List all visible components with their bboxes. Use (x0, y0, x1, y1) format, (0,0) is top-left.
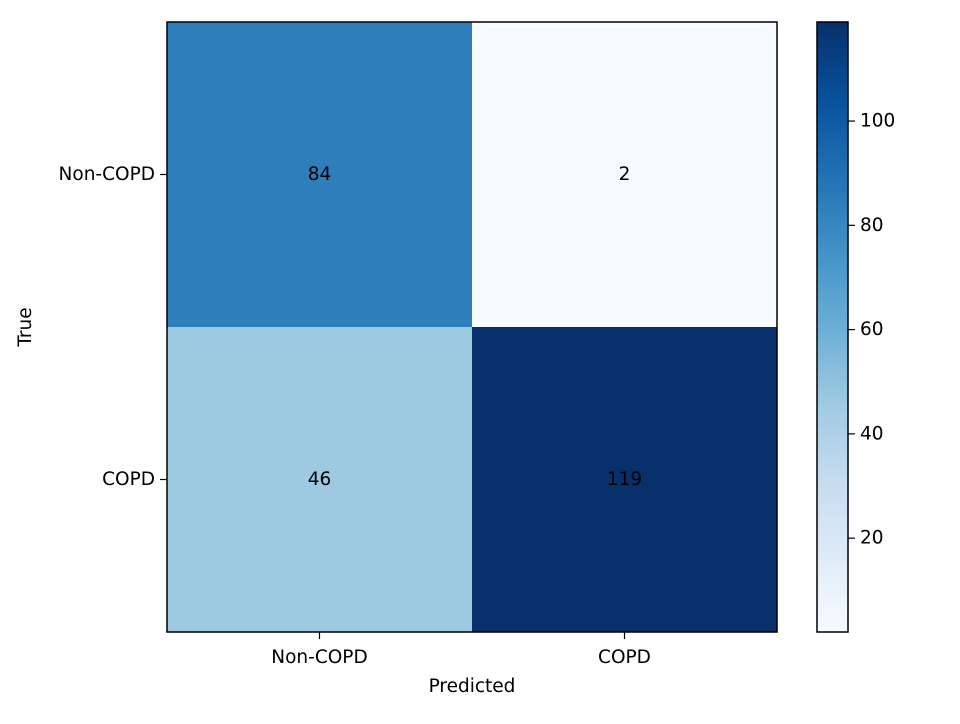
x-axis-ticks: Non-COPD COPD (271, 632, 651, 668)
cell-value-label: 2 (619, 164, 631, 185)
heatmap-cell (472, 327, 777, 632)
y-tick-label: COPD (102, 469, 155, 490)
y-axis-ticks: Non-COPD COPD (59, 164, 167, 490)
cell-value-label: 46 (308, 469, 332, 490)
colorbar-tick-label: 80 (860, 215, 884, 236)
colorbar-tick-label: 40 (860, 423, 884, 444)
colorbar-ticks: 20 40 60 80 100 (848, 111, 895, 549)
heatmap-cell (472, 22, 777, 327)
x-tick-label: COPD (598, 647, 651, 668)
colorbar-frame (816, 21, 849, 633)
colorbar-gradient (817, 22, 848, 632)
cell-value-label: 84 (308, 164, 332, 185)
heatmap-cell (167, 327, 472, 632)
colorbar: 20 40 60 80 100 (816, 21, 895, 633)
cell-value-label: 119 (607, 469, 642, 490)
heatmap-cells: 84 2 46 119 (167, 22, 777, 632)
y-tick-label: Non-COPD (59, 164, 155, 185)
colorbar-tick-label: 100 (860, 111, 895, 132)
colorbar-tick-label: 60 (860, 319, 884, 340)
y-axis-label: True (15, 307, 36, 347)
x-tick-label: Non-COPD (271, 647, 367, 668)
colorbar-tick-label: 20 (860, 528, 884, 549)
plot-frame (166, 21, 778, 633)
heatmap-cell (167, 22, 472, 327)
x-axis-label: Predicted (429, 676, 516, 697)
